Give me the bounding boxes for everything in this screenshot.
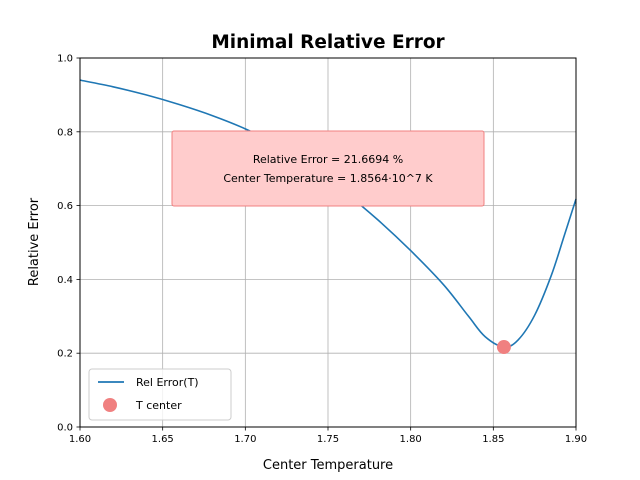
y-tick-label: 1.0: [57, 54, 73, 65]
annotation-line-2: Center Temperature = 1.8564·10^7 K: [223, 172, 433, 185]
annotation-line-1: Relative Error = 21.6694 %: [253, 153, 403, 166]
x-tick-label: 1.70: [234, 434, 256, 445]
scatter-point-t-center: [496, 340, 511, 355]
y-tick-label: 0.0: [57, 423, 73, 434]
legend-frame: [88, 368, 232, 421]
x-tick-label: 1.65: [152, 434, 174, 445]
y-axis-label: Relative Error: [27, 197, 42, 286]
chart-title: Minimal Relative Error: [211, 32, 445, 53]
x-tick-label: 1.90: [565, 434, 587, 445]
x-tick-label: 1.85: [482, 434, 504, 445]
x-tick-label: 1.80: [400, 434, 422, 445]
y-tick-label: 0.2: [57, 349, 73, 360]
legend-label-t-center: T center: [135, 399, 182, 412]
series-line-rel-error: [79, 79, 577, 348]
x-tick-label: 1.75: [317, 434, 339, 445]
y-tick-label: 0.6: [57, 201, 73, 212]
legend-dot-swatch: [103, 398, 117, 412]
x-tick-label: 1.60: [69, 434, 91, 445]
x-axis-label: Center Temperature: [263, 458, 393, 473]
ticks: 1.60 1.65 1.70 1.75 1.80 1.85 1.90 0.0 0.2 0.4 0.6…: [57, 54, 587, 446]
y-tick-label: 0.8: [57, 127, 73, 138]
legend-label-rel-error: Rel Error(T): [136, 376, 199, 389]
y-tick-label: 0.4: [57, 275, 73, 286]
annotation-box: Relative Error = 21.6694 % Center Temper…: [171, 130, 485, 207]
annotation-background: [171, 130, 485, 207]
legend: Rel Error(T) T center: [88, 368, 232, 421]
series-layer: [79, 79, 577, 355]
